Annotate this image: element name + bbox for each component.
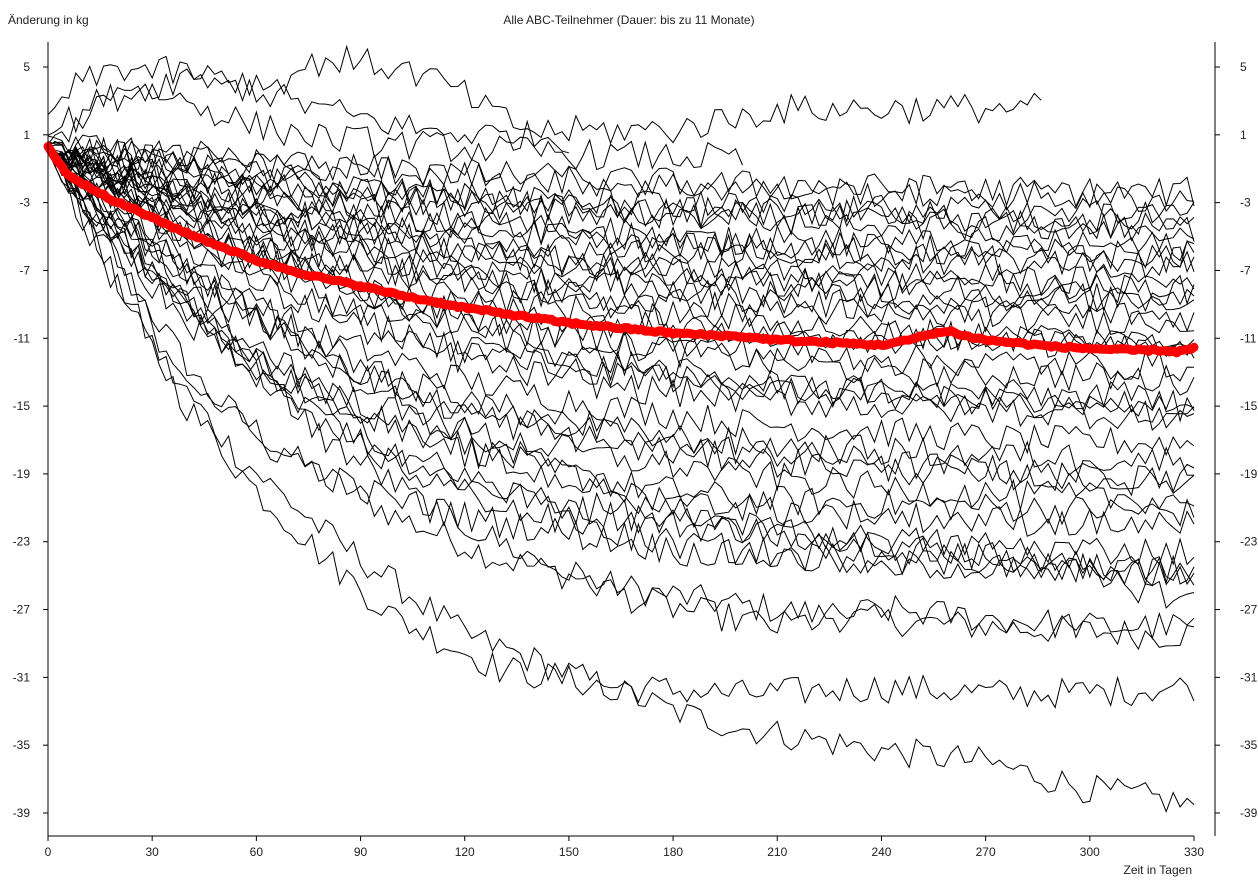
participant-line <box>47 151 1195 515</box>
x-tick-label: 240 <box>871 845 891 859</box>
x-tick-label: 60 <box>250 845 264 859</box>
y-axis-label: Änderung in kg <box>8 13 89 27</box>
y-tick-label-right: -27 <box>1240 603 1258 617</box>
participant-line <box>47 83 743 171</box>
participant-line <box>47 148 1195 476</box>
participant-line <box>47 152 1195 566</box>
y-tick-label-right: -3 <box>1240 196 1251 210</box>
participant-line <box>47 152 1195 588</box>
x-tick-label: 210 <box>767 845 787 859</box>
participant-line <box>47 148 1195 313</box>
y-tick-label-left: -15 <box>13 399 31 413</box>
mean-line <box>43 142 1199 358</box>
x-tick-label: 0 <box>45 845 52 859</box>
y-tick-label-left: -23 <box>13 535 31 549</box>
participant-line <box>47 55 570 154</box>
chart-title: Alle ABC-Teilnehmer (Dauer: bis zu 11 Mo… <box>503 13 755 27</box>
y-tick-label-right: -7 <box>1240 263 1251 277</box>
y-tick-label-right: -11 <box>1240 331 1257 345</box>
y-tick-label-right: 5 <box>1240 60 1247 74</box>
y-tick-label-right: -23 <box>1240 535 1258 549</box>
y-tick-label-left: -3 <box>19 196 30 210</box>
participant-line <box>47 149 1195 429</box>
participant-line <box>47 154 1195 423</box>
x-tick-label: 90 <box>354 845 368 859</box>
participant-line <box>48 150 1195 297</box>
y-tick-label-left: -7 <box>19 263 30 277</box>
participant-lines <box>47 44 1195 813</box>
y-tick-label-left: -11 <box>14 331 31 345</box>
y-tick-label-right: -39 <box>1240 806 1258 820</box>
participant-line <box>47 134 1195 213</box>
y-tick-label-left: -39 <box>13 806 31 820</box>
participant-line <box>47 44 1042 145</box>
y-tick-label-left: 5 <box>23 60 30 74</box>
y-tick-label-left: -19 <box>13 467 31 481</box>
y-tick-label-right: -31 <box>1240 670 1258 684</box>
participant-line <box>47 151 1195 497</box>
axes: 5 5 1 1 -3 -3 -7 -7 -11 -11 -15 -15 -19 -19 -23 -23 -27 -… <box>13 42 1258 859</box>
participant-line <box>47 148 1195 359</box>
y-tick-label-right: -19 <box>1240 467 1258 481</box>
participant-line <box>47 136 1195 242</box>
y-tick-label-right: -15 <box>1240 399 1258 413</box>
y-tick-label-left: -31 <box>13 670 31 684</box>
participant-line <box>47 152 1195 382</box>
participant-line <box>47 150 1195 586</box>
participant-line <box>47 150 1195 457</box>
participant-line <box>47 150 1195 279</box>
participant-line <box>47 150 1195 413</box>
x-tick-label: 330 <box>1184 845 1204 859</box>
participant-line <box>47 149 1195 336</box>
x-tick-label: 150 <box>559 845 579 859</box>
participant-line <box>47 148 1195 537</box>
participant-line <box>47 147 1195 242</box>
participant-line <box>47 148 1195 709</box>
participant-line <box>47 150 1195 813</box>
y-tick-label-right: -35 <box>1240 738 1258 752</box>
participant-line <box>47 149 1195 609</box>
participant-line <box>47 153 1195 493</box>
participant-line <box>47 135 1195 208</box>
y-tick-label-left: 1 <box>23 128 30 142</box>
x-axis-label: Zeit in Tagen <box>1123 863 1193 877</box>
participant-line <box>47 149 1195 641</box>
participant-line <box>47 150 1195 276</box>
x-tick-label: 270 <box>976 845 996 859</box>
y-tick-label-left: -27 <box>13 603 31 617</box>
x-tick-label: 120 <box>455 845 475 859</box>
participant-line <box>47 146 1195 262</box>
participant-line <box>47 139 1195 233</box>
y-tick-label-right: 1 <box>1240 128 1247 142</box>
x-tick-label: 180 <box>663 845 683 859</box>
y-tick-label-left: -35 <box>13 738 31 752</box>
mean-weight-line <box>43 142 1199 358</box>
x-tick-label: 30 <box>146 845 160 859</box>
x-tick-label: 300 <box>1080 845 1100 859</box>
